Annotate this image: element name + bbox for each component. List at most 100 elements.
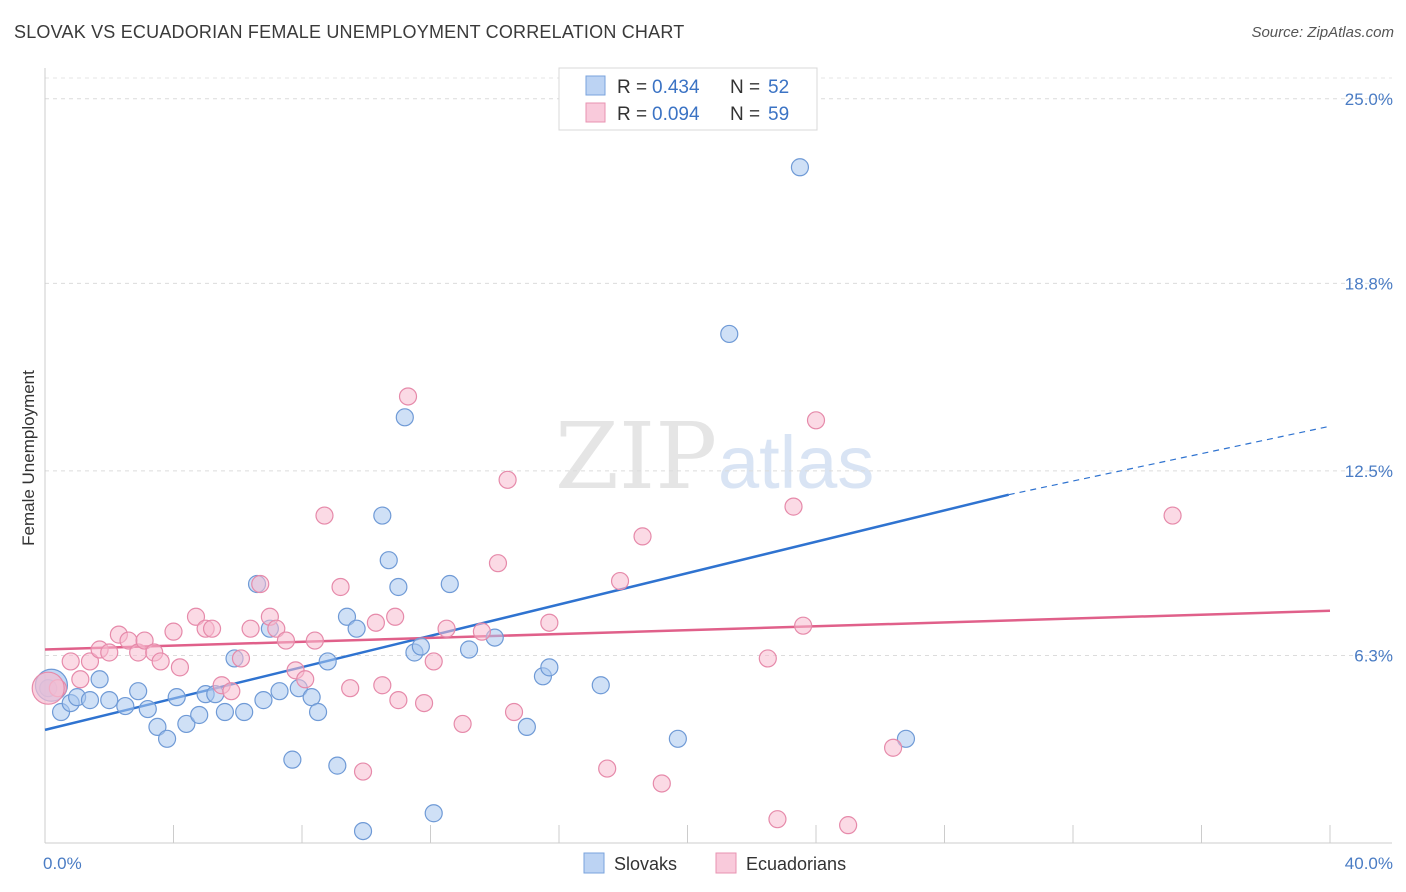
ecuadorians-point-5 — [100, 643, 119, 662]
bottom-legend-slovaks: Slovaks — [614, 854, 677, 874]
slovaks-point-38 — [411, 637, 430, 656]
x-tick-label-0: 0.0% — [43, 854, 82, 873]
ecuadorians-point-33 — [373, 676, 392, 695]
legend-r-label-ecuadorians: R = — [617, 104, 647, 125]
ecuadorians-point-26 — [296, 670, 315, 689]
ecuadorians-point-39 — [437, 619, 456, 638]
ecuadorians-point-35 — [389, 691, 408, 710]
slovaks-point-46 — [591, 676, 610, 695]
ecuadorians-point-54 — [806, 411, 826, 430]
slovaks-point-19 — [235, 702, 254, 722]
ecuadorians-point-47 — [610, 571, 630, 591]
slovaks-point-43 — [517, 717, 536, 737]
chart-title: SLOVAK VS ECUADORIAN FEMALE UNEMPLOYMENT… — [14, 22, 685, 42]
x-tick-label-1: 40.0% — [1345, 854, 1393, 873]
ecuadorians-point-31 — [353, 762, 373, 781]
y-axis-label: Female Unemployment — [19, 370, 38, 546]
legend-r-value-slovaks: 0.434 — [652, 77, 700, 98]
y-tick-label-0: 6.3% — [1354, 646, 1393, 665]
ecuadorians-point-14 — [186, 607, 206, 626]
slovaks-point-31 — [347, 619, 366, 638]
slovaks-point-35 — [389, 577, 408, 597]
slovaks-point-34 — [379, 551, 398, 570]
slovaks-point-39 — [424, 804, 443, 823]
ecuadorians-point-43 — [498, 470, 517, 489]
slovaks-point-32 — [353, 821, 373, 841]
ecuadorians-point-21 — [251, 574, 270, 594]
legend-swatch-slovaks — [585, 75, 606, 96]
ecuadorians-point-48 — [633, 527, 652, 546]
y-tick-label-2: 18.8% — [1345, 274, 1393, 293]
slovaks-point-24 — [283, 750, 302, 769]
y-tick-label-3: 25.0% — [1345, 90, 1393, 109]
ecuadorians-point-51 — [768, 810, 787, 829]
bottom-swatch-ecuadorians — [715, 852, 737, 874]
ecuadorians-point-46 — [598, 759, 617, 778]
ecuadorians-point-44 — [504, 702, 524, 722]
slovaks-point-30 — [337, 607, 357, 626]
grid-lines — [45, 77, 1392, 656]
ecuadorians-point-30 — [341, 679, 360, 698]
axes — [44, 68, 1392, 844]
ecuadorians-point-45 — [540, 613, 559, 632]
ecuadorians-point-40 — [453, 714, 472, 734]
legend-n-value-ecuadorians: 59 — [768, 104, 789, 125]
slovaks-point-33 — [373, 506, 392, 525]
slovaks-point-5 — [90, 670, 109, 689]
ecuadorians-point-3 — [80, 652, 100, 671]
slovaks-point-17 — [215, 702, 234, 722]
ecuadorians-point-34 — [386, 607, 405, 626]
ecuadorians-point-11 — [151, 652, 170, 671]
bottom-legend-ecuadorians: Ecuadorians — [746, 854, 846, 874]
ecuadorians-point-16 — [202, 619, 222, 638]
legend-n-value-slovaks: 52 — [768, 77, 789, 98]
slovaks-point-27 — [308, 702, 328, 722]
source-label: Source: ZipAtlas.com — [1251, 24, 1394, 41]
series-legend: Slovaks Ecuadorians — [583, 852, 846, 874]
tick-labels: 6.3% 12.5% 18.8% 25.0% 0.0% 40.0% — [43, 90, 1393, 873]
ecuadorians-point-41 — [472, 622, 491, 641]
ecuadorians-point-32 — [366, 613, 385, 632]
slovaks-point-48 — [720, 324, 739, 344]
ecuadorians-point-19 — [231, 649, 251, 668]
ecuadorians-point-36 — [398, 387, 418, 406]
legend-r-value-ecuadorians: 0.094 — [652, 104, 700, 125]
ecuadorians-point-55 — [839, 816, 858, 835]
slovaks-point-10 — [148, 717, 167, 737]
slovaks-trend-extension — [1008, 425, 1331, 496]
ecuadorians-point-53 — [794, 616, 813, 635]
slovaks-point-13 — [177, 714, 196, 734]
legend-n-label-ecuadorians: N = — [730, 104, 760, 125]
ecuadorians-point-24 — [276, 631, 296, 650]
slovaks-point-29 — [328, 756, 347, 775]
ecuadorians-point-23 — [267, 619, 286, 638]
slovaks-point-28 — [318, 652, 337, 671]
watermark-zip: ZIP — [555, 403, 717, 510]
slovaks-point-8 — [129, 682, 148, 701]
slovaks-point-12 — [167, 688, 186, 707]
ecuadorians-point-28 — [315, 506, 334, 525]
slovaks-point-21 — [254, 691, 273, 710]
legend-swatch-ecuadorians — [585, 102, 606, 123]
ecuadorians-point-1 — [61, 652, 80, 671]
slovaks-point-49 — [790, 158, 810, 177]
y-tick-label-1: 12.5% — [1345, 462, 1393, 481]
ecuadorians-point-38 — [424, 652, 443, 671]
slovaks-point-9 — [138, 699, 157, 719]
ecuadorians-point-37 — [414, 693, 434, 713]
ecuadorians-point-12 — [164, 622, 183, 641]
bottom-swatch-slovaks — [583, 852, 605, 874]
watermark-atlas: atlas — [718, 421, 874, 504]
ecuadorians-point-58 — [31, 671, 65, 705]
legend-r-label-slovaks: R = — [617, 77, 647, 98]
ecuadorians-point-9 — [135, 631, 154, 650]
ecuadorians-point-49 — [652, 774, 671, 793]
ecuadorians-point-29 — [331, 577, 350, 597]
ecuadorians-point-42 — [488, 554, 508, 573]
ecuadorians-point-50 — [758, 649, 777, 668]
slovaks-point-7 — [116, 696, 135, 716]
slovaks-point-4 — [80, 691, 100, 710]
ecuadorians-point-18 — [222, 682, 241, 701]
slovaks-point-47 — [668, 729, 687, 748]
